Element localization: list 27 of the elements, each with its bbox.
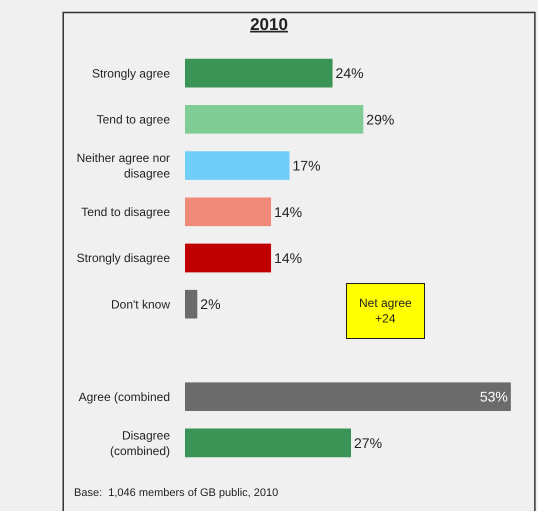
y-tick-label: Neither agree nor disagree (76, 150, 170, 181)
annotation: Net agree +24 (359, 296, 412, 326)
data-label: 2% (200, 296, 221, 312)
bar (185, 197, 272, 226)
bar (185, 290, 198, 319)
bar (185, 58, 333, 88)
data-label: 14% (274, 204, 302, 220)
bar (185, 382, 511, 411)
data-label: 17% (292, 158, 321, 174)
text: Base: 1,046 members of GB public, 2010 (74, 487, 278, 499)
bar (185, 151, 290, 180)
y-tick-label: Don't know (111, 297, 170, 312)
data-label: 53% (480, 388, 508, 405)
chart-title: 2010 (250, 14, 288, 34)
y-tick-label: Disagree (combined) (110, 428, 170, 458)
y-tick-label: Strongly agree (92, 66, 170, 80)
data-label: 27% (354, 434, 382, 451)
bar (185, 244, 272, 272)
y-tick-label: Tend to disagree (81, 204, 170, 219)
y-tick-label: Agree (combined (78, 390, 170, 404)
data-label: 29% (366, 111, 394, 128)
bar (185, 105, 364, 134)
data-label: 24% (336, 65, 364, 82)
y-tick-label: Strongly disagree (76, 251, 170, 266)
data-label: 14% (274, 250, 302, 266)
bar (185, 428, 351, 458)
y-tick-label: Tend to agree (96, 112, 170, 127)
